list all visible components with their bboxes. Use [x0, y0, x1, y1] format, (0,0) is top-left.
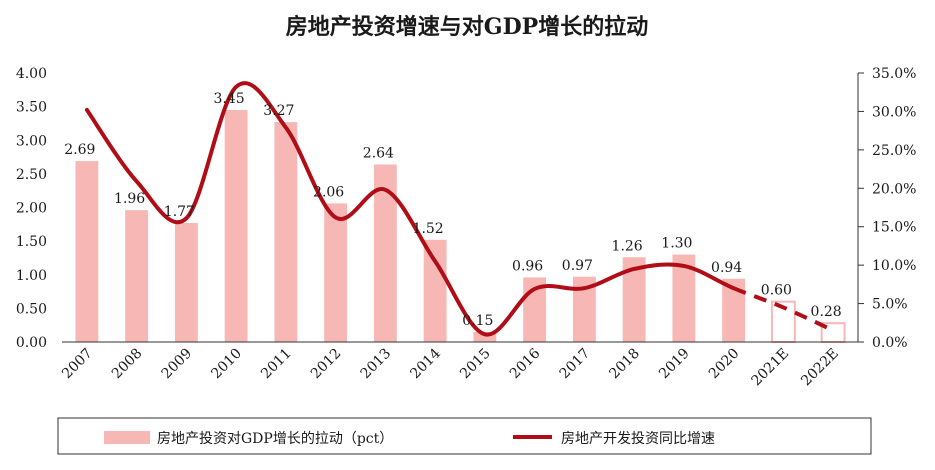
- line-series: [84, 81, 834, 337]
- data-label: 1.96: [114, 191, 145, 207]
- y-left-tick-label: 0.00: [16, 335, 47, 351]
- y-left-tick-label: 3.00: [16, 133, 47, 149]
- x-tick-label: 2021E: [748, 346, 792, 390]
- x-tick-label: 2013: [358, 346, 395, 383]
- data-label: 0.28: [811, 304, 842, 320]
- x-tick-label: 2012: [308, 346, 345, 383]
- legend-bar-label: 房地产投资对GDP增长的拉动（pct）: [157, 431, 393, 447]
- x-tick-label: 2008: [109, 346, 146, 383]
- y-right-tick-label: 5.0%: [872, 297, 908, 313]
- data-label: 2.64: [363, 145, 394, 161]
- y-right-tick-label: 15.0%: [872, 220, 916, 236]
- y-left-tick-label: 1.00: [16, 268, 47, 284]
- growth-line-forecast: [732, 286, 834, 333]
- y-right-tick-label: 20.0%: [872, 181, 916, 197]
- data-label: 1.52: [413, 221, 444, 237]
- y-left-tick-label: 2.50: [16, 167, 47, 183]
- x-tick-label: 2011: [258, 346, 295, 383]
- bar: [672, 254, 696, 342]
- x-tick-label: 2017: [557, 346, 594, 383]
- y-left-tick-label: 1.50: [16, 234, 47, 250]
- legend-line-label: 房地产开发投资同比增速: [561, 431, 715, 447]
- data-label: 0.97: [562, 258, 593, 274]
- x-tick-label: 2020: [706, 346, 743, 383]
- bar: [572, 276, 596, 342]
- bar: [373, 164, 397, 342]
- bar: [622, 257, 646, 342]
- bar: [423, 239, 447, 342]
- bar: [324, 203, 348, 342]
- data-label: 2.06: [313, 184, 344, 200]
- x-tick-label: 2014: [407, 345, 444, 382]
- bar-series: [75, 109, 846, 344]
- legend-bar-swatch: [104, 431, 150, 444]
- bar: [224, 109, 248, 342]
- growth-line: [84, 81, 736, 337]
- y-left-tick-label: 0.50: [16, 301, 47, 317]
- y-right-tick-label: 10.0%: [872, 258, 916, 274]
- x-tick-label: 2010: [208, 346, 245, 383]
- data-label: 0.96: [512, 258, 543, 274]
- data-label: 3.27: [263, 103, 294, 119]
- x-tick-label: 2007: [59, 346, 96, 383]
- data-label: 0.15: [462, 313, 493, 329]
- x-tick-label: 2016: [507, 345, 544, 382]
- bar: [473, 331, 497, 342]
- bar: [274, 122, 298, 342]
- x-tick-label: 2018: [606, 346, 643, 383]
- data-label: 0.94: [711, 260, 742, 276]
- bar: [722, 278, 746, 342]
- data-label: 1.30: [661, 236, 692, 252]
- bar: [174, 222, 198, 342]
- y-right-tick-label: 30.0%: [872, 104, 916, 120]
- chart-title: 房地产投资增速与对GDP增长的拉动: [286, 14, 648, 40]
- data-label: 1.26: [612, 238, 643, 254]
- bar: [125, 210, 149, 342]
- x-tick-label: 2015: [457, 346, 494, 383]
- y-right-tick-label: 35.0%: [872, 66, 916, 82]
- bar: [75, 161, 99, 342]
- x-tick-label: 2019: [656, 346, 693, 383]
- y-left-tick-label: 3.50: [16, 100, 47, 116]
- y-right-tick-label: 25.0%: [872, 143, 916, 159]
- y-right-tick-label: 0.0%: [872, 335, 908, 351]
- data-label: 0.60: [761, 283, 792, 299]
- data-label: 2.69: [64, 142, 95, 158]
- data-label: 1.77: [164, 204, 195, 220]
- y-left-tick-label: 2.00: [16, 201, 47, 217]
- y-left-tick-label: 4.00: [16, 66, 47, 82]
- x-tick-label: 2022E: [798, 346, 842, 390]
- legend-box: [57, 417, 872, 455]
- data-labels: 2.69 1.96 1.77 3.45 3.27 2.06 2.64 1.52 0.15 0.96…: [64, 91, 841, 329]
- legend: 房地产投资对GDP增长的拉动（pct） 房地产开发投资同比增速: [57, 417, 872, 455]
- data-label: 3.45: [214, 91, 245, 107]
- x-tick-label: 2009: [159, 346, 196, 383]
